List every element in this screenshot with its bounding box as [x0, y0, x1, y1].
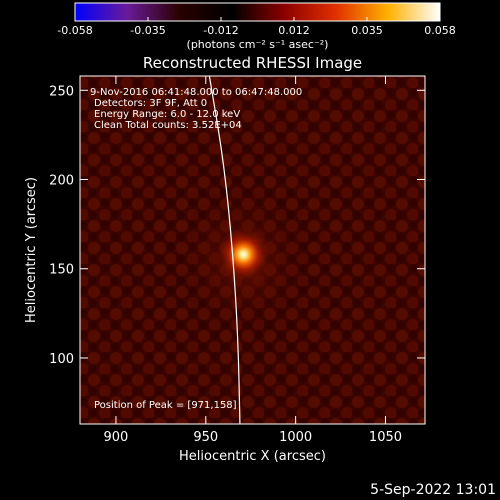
colorbar-tick-label: -0.058 — [57, 24, 92, 37]
plot-frame — [79, 75, 426, 425]
x-tick-label: 950 — [193, 430, 218, 445]
y-tick-label: 150 — [49, 263, 74, 278]
colorbar-ticks: -0.058 -0.035 -0.012 0.012 0.035 0.058 — [57, 17, 456, 37]
colorbar-tick-label: 0.012 — [278, 24, 310, 37]
x-tick-label: 1050 — [369, 430, 402, 445]
x-axis-label: Heliocentric X (arcsec) — [179, 449, 326, 464]
colorbar-tick-label: -0.035 — [130, 24, 165, 37]
colorbar-tick-label: 0.058 — [424, 24, 456, 37]
annotation-line: 9-Nov-2016 06:41:48.000 to 06:47:48.000 — [90, 87, 302, 98]
annotation-block: 9-Nov-2016 06:41:48.000 to 06:47:48.000D… — [90, 87, 302, 131]
annotation-line: Energy Range: 6.0 - 12.0 keV — [94, 109, 240, 120]
solar-limb-line — [208, 76, 241, 424]
chart-title: Reconstructed RHESSI Image — [143, 54, 362, 72]
x-tick-label: 900 — [104, 430, 129, 445]
x-tick-label: 1000 — [279, 430, 312, 445]
y-tick-label: 250 — [49, 84, 74, 99]
y-tick-label: 200 — [49, 174, 74, 189]
y-tick-label: 100 — [49, 352, 74, 367]
colorbar-gradient — [74, 2, 441, 22]
colorbar-tick-label: -0.012 — [203, 24, 238, 37]
annotation-line: Detectors: 3F 9F, Att 0 — [94, 98, 207, 109]
peak-position-label: Position of Peak = [971,158] — [94, 400, 237, 411]
annotation-line: Clean Total counts: 3.52E+04 — [94, 120, 242, 131]
source-peak — [213, 224, 274, 285]
colorbar: -0.058 -0.035 -0.012 0.012 0.035 0.058 (photo… — [57, 2, 456, 51]
y-axis-label: Heliocentric Y (arcsec) — [24, 177, 39, 323]
plot-area: 900 950 1000 1050 100 150 200 250 9-Nov-2016 0… — [49, 75, 426, 445]
colorbar-unit-label: (photons cm⁻² s⁻¹ asec⁻²) — [187, 38, 329, 51]
footer-date: 5-Sep-2022 13:01 — [370, 482, 496, 498]
colorbar-tick-label: 0.035 — [351, 24, 383, 37]
y-axis-ticks: 100 150 200 250 — [49, 84, 425, 367]
x-axis-ticks: 900 950 1000 1050 — [104, 76, 402, 445]
